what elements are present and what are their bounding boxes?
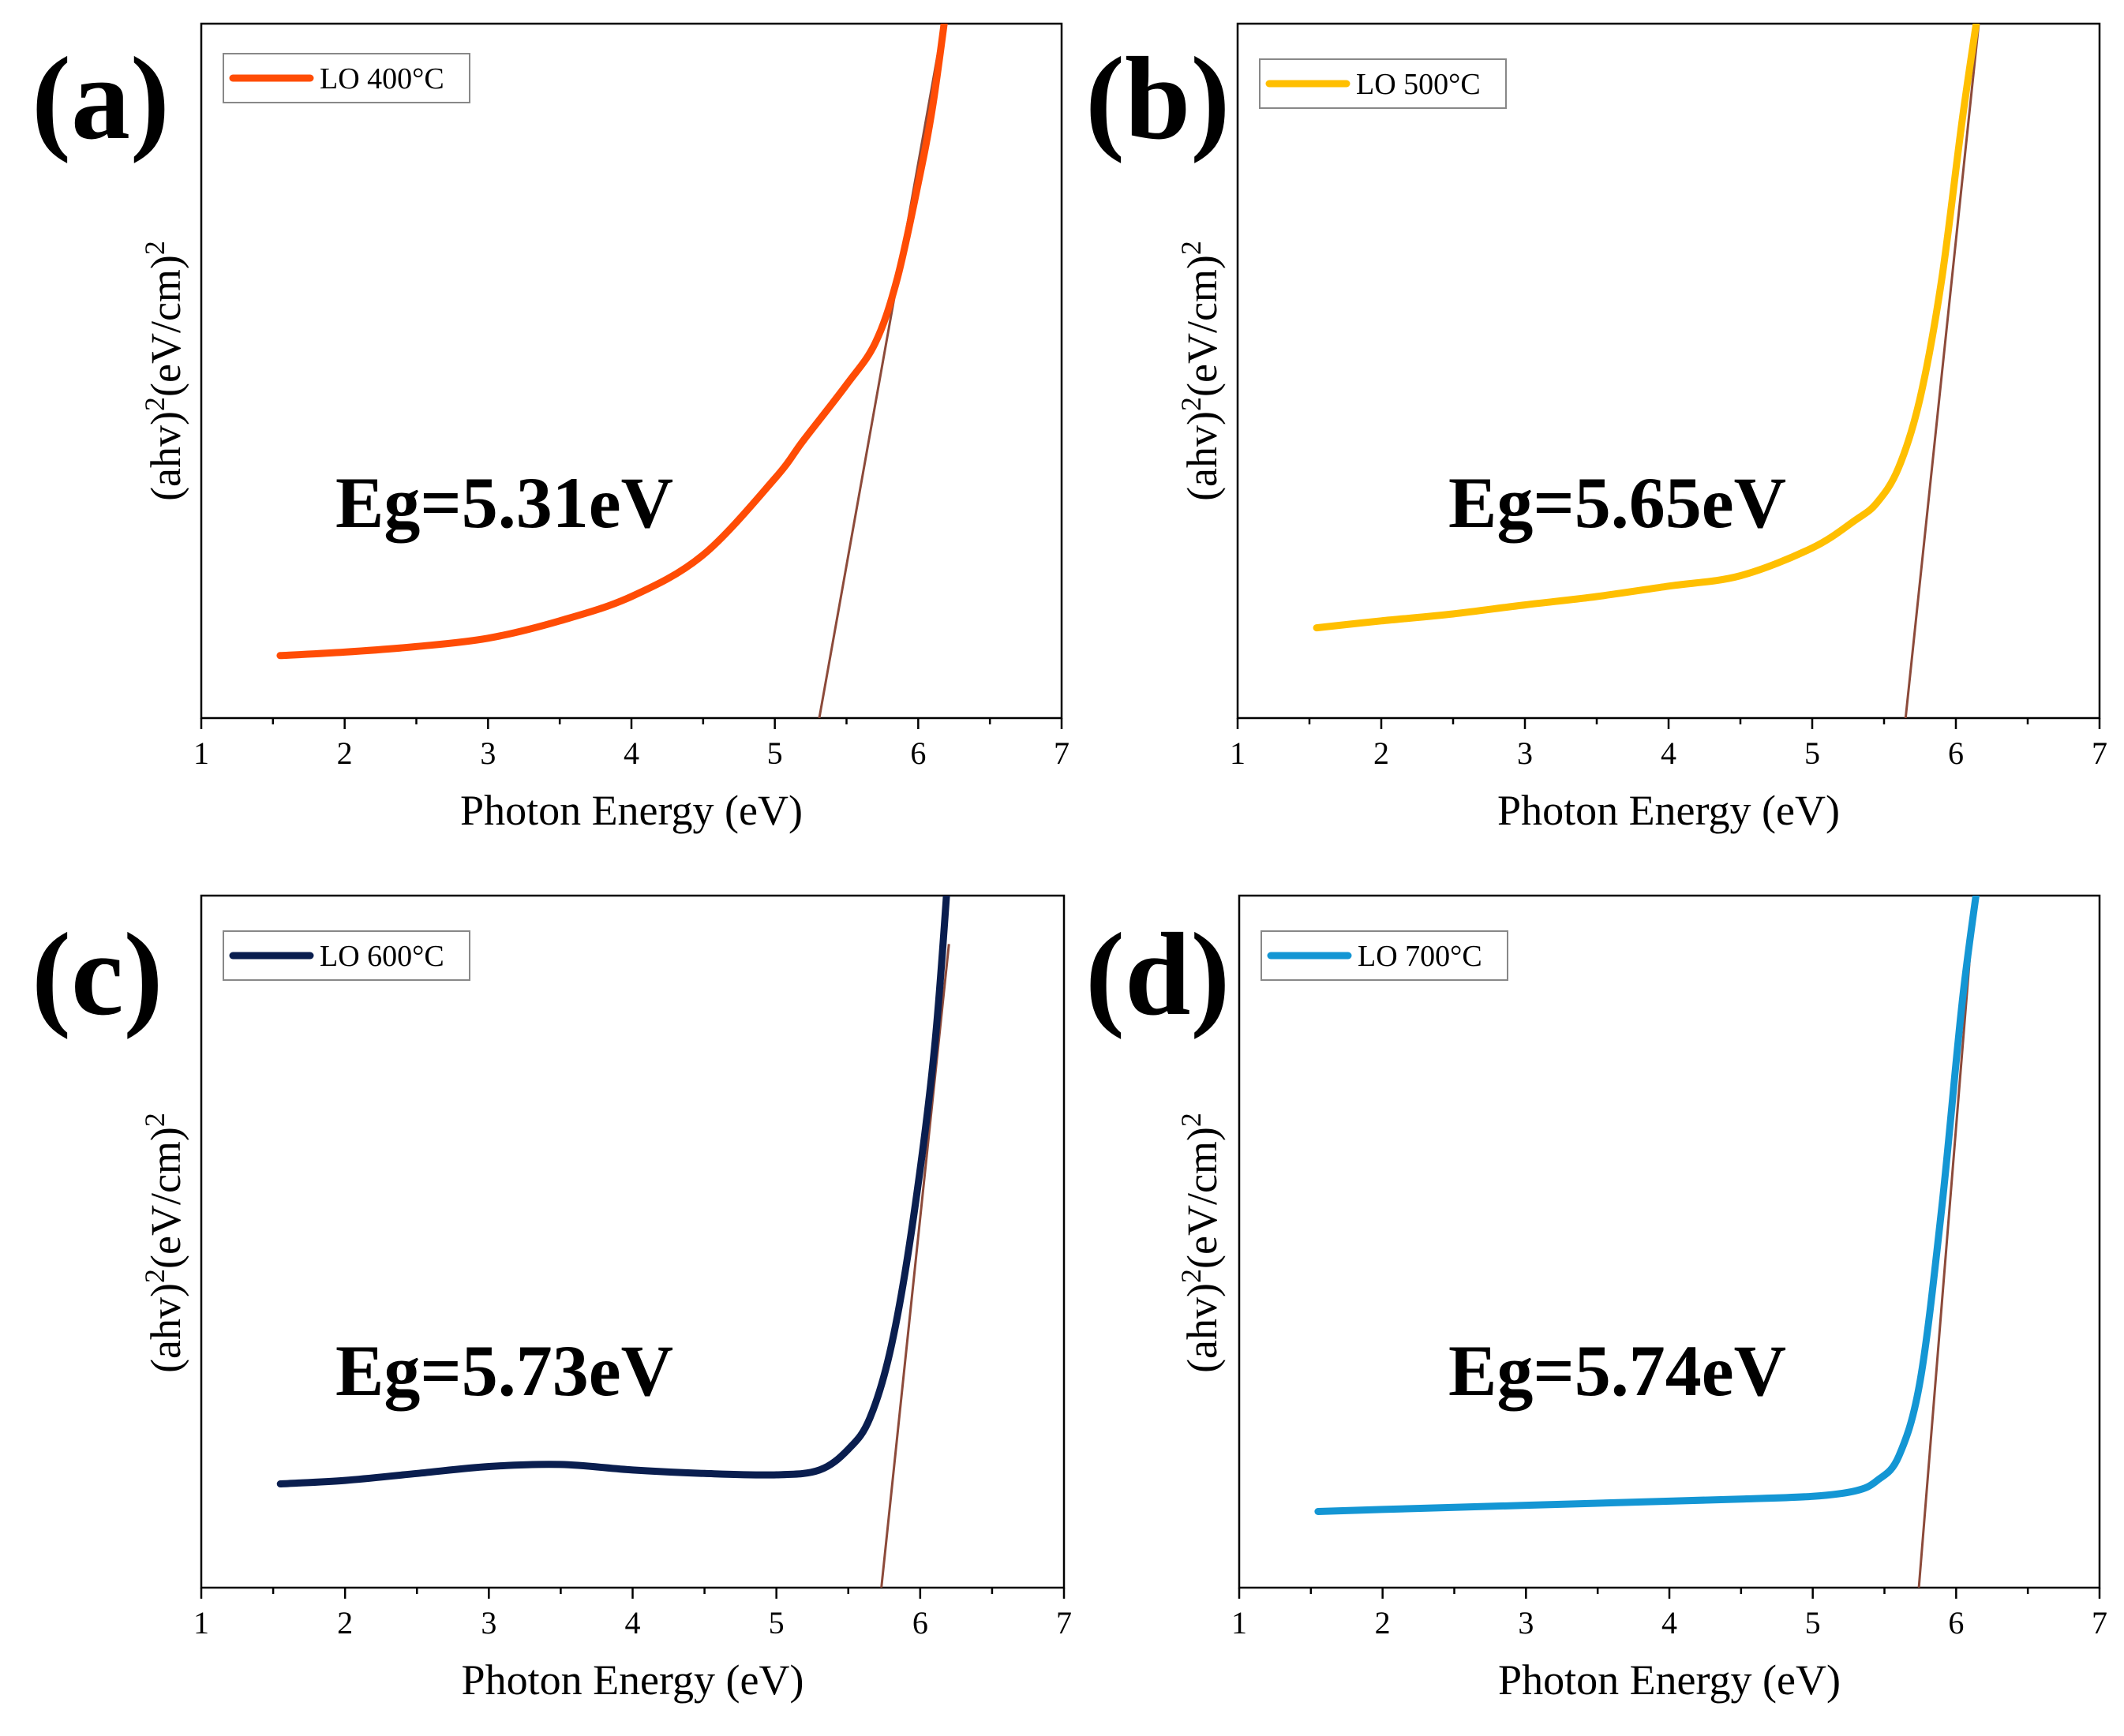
x-tick-label: 3 [480, 735, 496, 771]
x-tick-label: 7 [2092, 1605, 2107, 1641]
tangent-fit-line [1904, 24, 1980, 718]
plot-frame [1236, 22, 2101, 720]
x-tick-label: 3 [1518, 1605, 1534, 1641]
x-tick-label: 7 [1054, 735, 1069, 771]
legend-label: LO 600°C [320, 940, 444, 973]
x-tick-label: 2 [1373, 735, 1389, 771]
data-series-line [1314, 896, 1980, 1515]
x-tick-label: 5 [767, 735, 783, 771]
x-tick-label: 1 [193, 735, 209, 771]
x-tick-label: 3 [481, 1605, 496, 1641]
panel-b: 1 2 3 4 5 6 7 Photon Energy (eV) (ahv)2(eV/cm)2 L… [1085, 22, 2107, 834]
legend-label: LO 400°C [320, 62, 444, 95]
panel-label: (d) [1085, 909, 1230, 1040]
x-tick-label: 4 [625, 1605, 641, 1641]
x-tick-label: 6 [1948, 735, 1964, 771]
legend: LO 600°C [223, 930, 470, 981]
x-tick-label: 2 [1375, 1605, 1391, 1641]
plot-frame [1238, 894, 2101, 1589]
x-tick-label: 6 [1948, 1605, 1964, 1641]
x-tick-label: 7 [1056, 1605, 1072, 1641]
band-gap-annotation: Eg=5.74eV [1448, 1330, 1786, 1411]
x-tick-label: 6 [910, 735, 926, 771]
tangent-fit-line [818, 24, 945, 718]
panel-c: 1 2 3 4 5 6 7 Photon Energy (eV) (ahv)2(eV/cm)2 L… [32, 894, 1072, 1704]
y-axis-title: (ahv)2(eV/cm)2 [1175, 1113, 1226, 1373]
panel-label: (b) [1085, 33, 1230, 164]
legend-label: LO 700°C [1358, 940, 1482, 973]
x-tick-label: 1 [1231, 1605, 1247, 1641]
x-tick-label: 5 [1804, 735, 1820, 771]
x-tick-label: 4 [1661, 735, 1676, 771]
x-tick-label: 7 [2092, 735, 2107, 771]
x-tick-label: 1 [193, 1605, 209, 1641]
panel-d: 1 2 3 4 5 6 7 Photon Energy (eV) (ahv)2(eV/cm)2 L… [1085, 894, 2107, 1704]
x-axis-title: Photon Energy (eV) [462, 1656, 804, 1704]
panel-label: (a) [32, 33, 170, 164]
x-tick-label: 2 [337, 735, 353, 771]
legend-label: LO 500°C [1356, 68, 1481, 101]
legend: LO 500°C [1259, 58, 1507, 109]
x-tick-label: 5 [769, 1605, 785, 1641]
tangent-fit-line [1917, 896, 1976, 1588]
y-axis-title: (ahv)2(eV/cm)2 [139, 1113, 189, 1373]
x-tick-label: 3 [1517, 735, 1533, 771]
x-tick-label: 6 [912, 1605, 928, 1641]
band-gap-annotation: Eg=5.73eV [335, 1330, 673, 1411]
x-axis-title: Photon Energy (eV) [460, 787, 803, 834]
y-axis-title: (ahv)2(eV/cm)2 [1175, 241, 1226, 501]
legend-box [1259, 58, 1507, 109]
x-tick-label: 1 [1230, 735, 1246, 771]
x-axis-title: Photon Energy (eV) [1498, 1656, 1841, 1704]
band-gap-annotation: Eg=5.65eV [1448, 462, 1786, 543]
y-axis-title: (ahv)2(eV/cm)2 [139, 241, 189, 501]
data-series-line [1313, 24, 1980, 632]
data-series-line [276, 24, 948, 660]
tangent-fit-line [880, 944, 950, 1588]
x-axis-title: Photon Energy (eV) [1497, 787, 1840, 834]
x-tick-label: 5 [1805, 1605, 1821, 1641]
band-gap-annotation: Eg=5.31eV [335, 462, 673, 543]
data-series-line [276, 896, 950, 1487]
legend: LO 700°C [1261, 930, 1508, 981]
x-tick-label: 2 [337, 1605, 353, 1641]
x-tick-label: 4 [624, 735, 639, 771]
panel-label: (c) [32, 909, 163, 1040]
legend: LO 400°C [223, 53, 470, 103]
x-tick-label: 4 [1661, 1605, 1677, 1641]
panel-a: 1 2 3 4 5 6 7 Photon Energy (eV) (ahv)2(eV/cm)2 L… [32, 22, 1069, 834]
